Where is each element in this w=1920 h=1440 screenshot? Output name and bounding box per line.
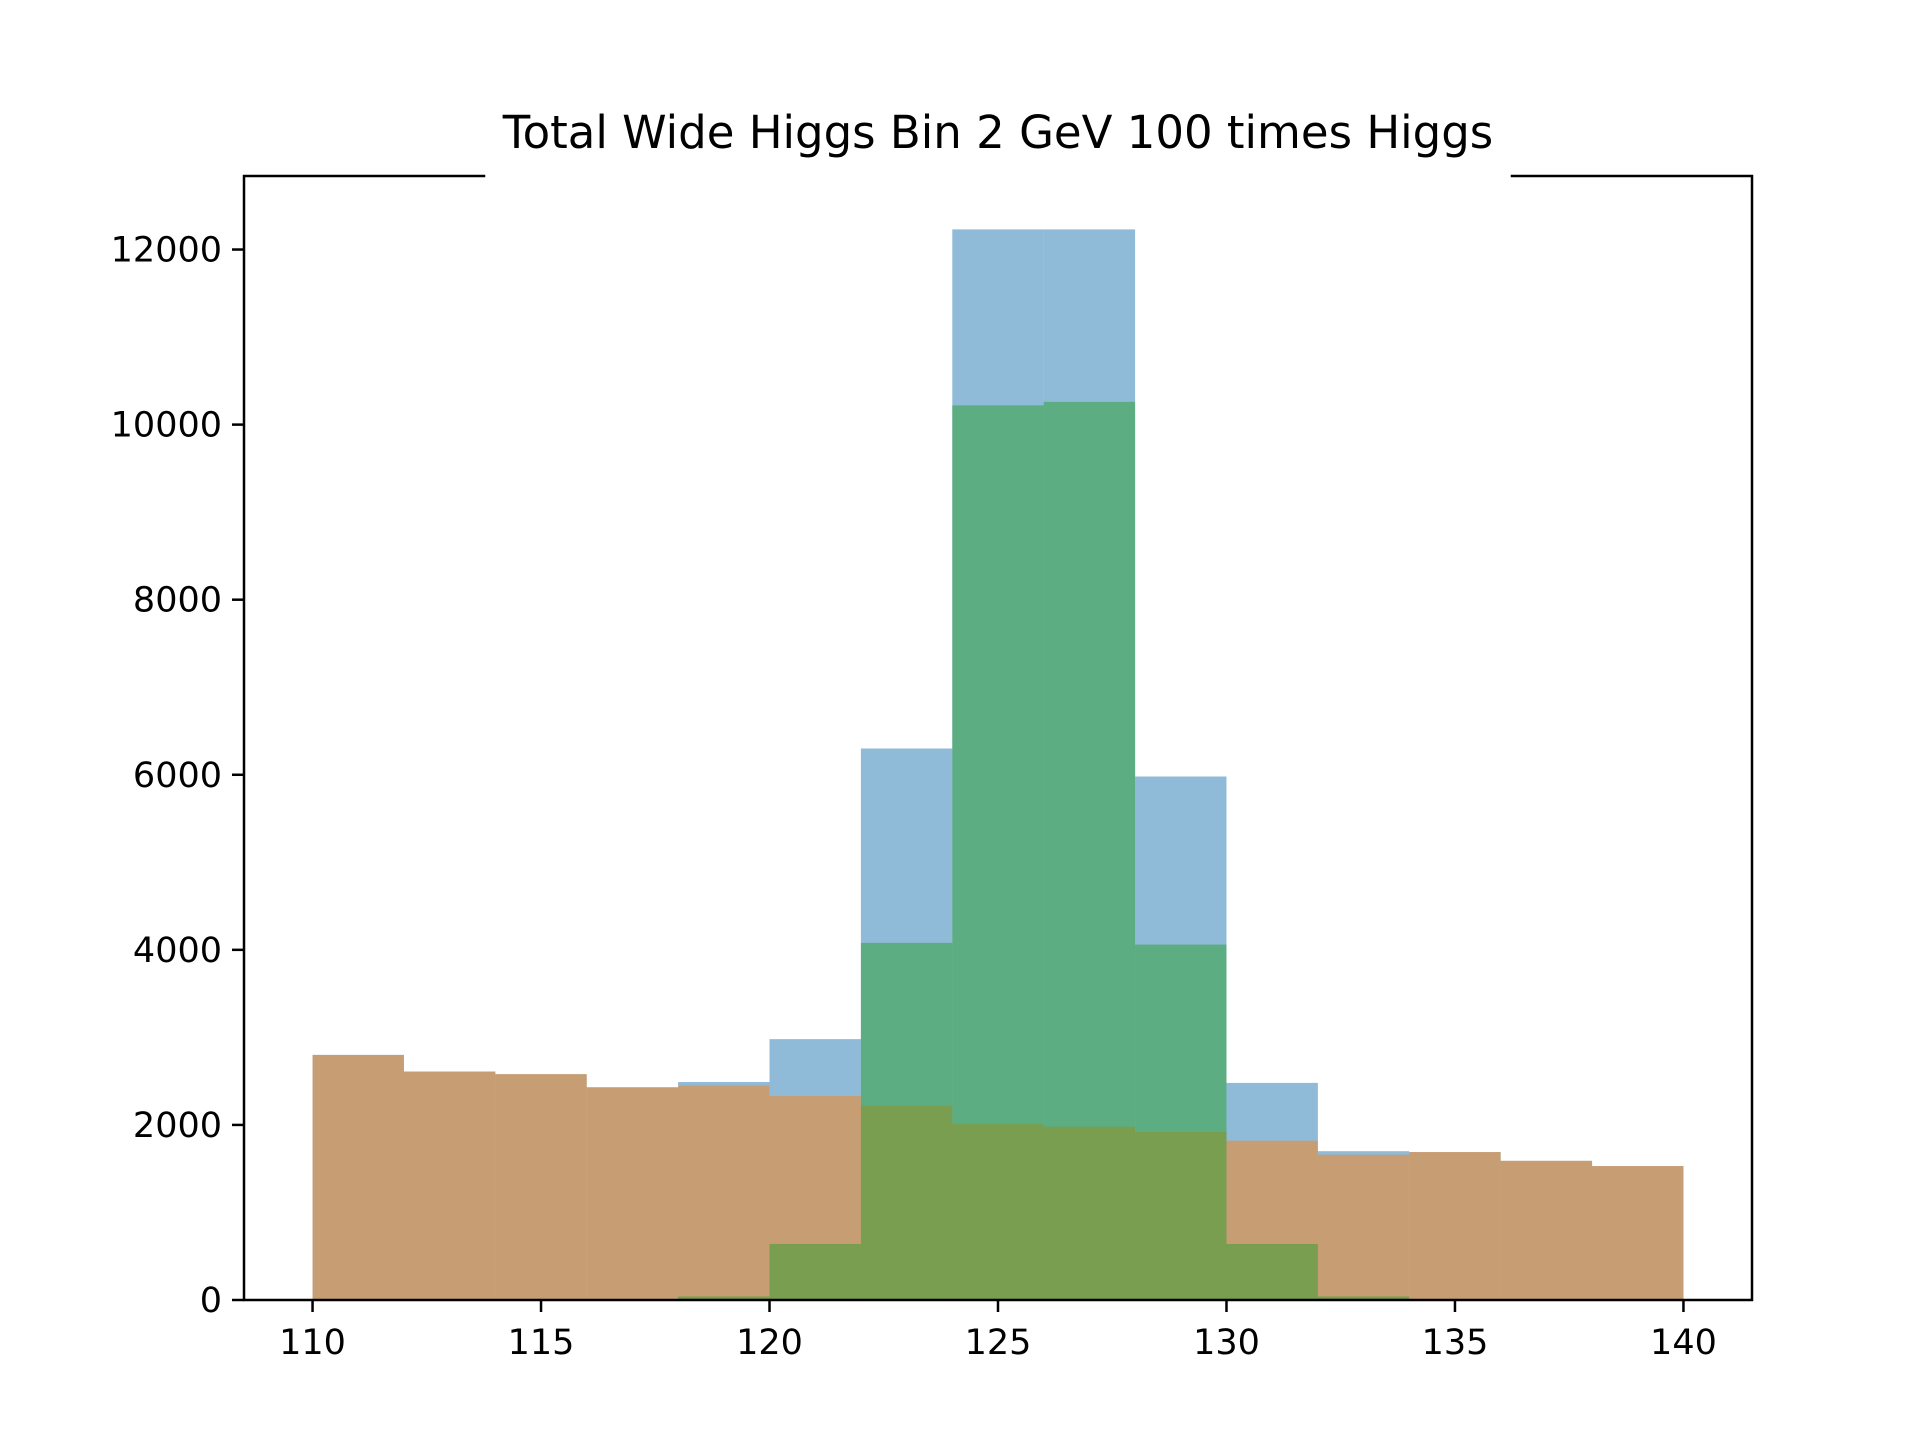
title-background [485,160,1511,190]
x-tick-label: 140 [1650,1323,1717,1363]
chart-title: Total Wide Higgs Bin 2 GeV 100 times Hig… [502,106,1493,159]
histogram-bar [1043,401,1136,1300]
y-tick-label: 12000 [111,231,222,271]
y-tick-label: 10000 [111,406,222,446]
series-3 [678,401,1410,1300]
histogram-bar [403,1071,496,1300]
histogram-bar [860,942,953,1300]
histogram-bar [1226,1243,1318,1300]
chart-title-group: Total Wide Higgs Bin 2 GeV 100 times Hig… [485,106,1511,190]
y-tick-label: 0 [200,1281,222,1321]
histogram-bar [678,1296,770,1300]
y-axis-ticks: 0 2000 4000 6000 8000 10000 12000 [111,231,244,1321]
histogram-bar [678,1085,770,1300]
histogram-bar [495,1074,587,1300]
histogram-bar [952,405,1044,1300]
y-tick-label: 8000 [133,581,222,621]
histogram-bars [312,229,1684,1300]
x-tick-label: 120 [736,1323,803,1363]
histogram-bar [1317,1296,1410,1300]
x-tick-label: 130 [1193,1323,1260,1363]
x-tick-label: 115 [508,1323,575,1363]
histogram-bar [1409,1152,1501,1300]
histogram-bar [769,1243,861,1300]
x-tick-label: 135 [1422,1323,1489,1363]
histogram-bar [1135,944,1227,1300]
histogram-bar [586,1087,679,1300]
histogram-bar [1592,1166,1684,1300]
x-axis-ticks: 110 115 120 125 130 135 140 [279,1300,1717,1363]
x-tick-label: 110 [279,1323,346,1363]
histogram-bar [1317,1154,1410,1300]
y-tick-label: 4000 [133,931,222,971]
y-tick-label: 6000 [133,756,222,796]
histogram-bar [312,1054,404,1300]
y-tick-label: 2000 [133,1106,222,1146]
x-tick-label: 125 [965,1323,1032,1363]
histogram-bar [1500,1160,1593,1300]
